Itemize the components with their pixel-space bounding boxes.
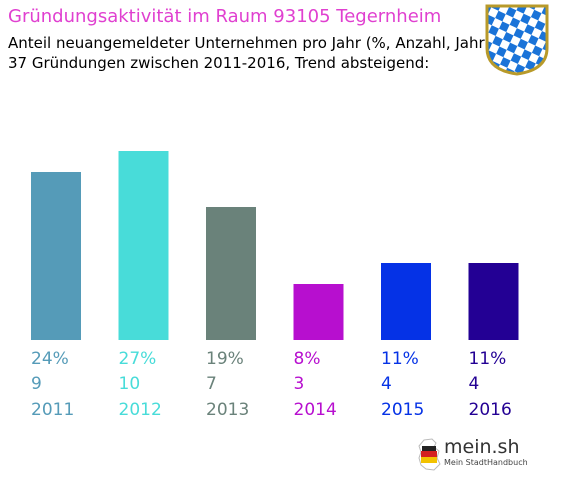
bar-2013 [206, 207, 256, 340]
count-label-2012: 10 [119, 374, 141, 394]
chart-subtitle: Anteil neuangemeldeter Unternehmen pro J… [8, 34, 491, 52]
count-label-2011: 9 [31, 374, 42, 394]
bar-2011 [31, 172, 81, 340]
germany-map-icon [418, 438, 441, 471]
year-label-2012: 2012 [119, 400, 162, 420]
count-label-2016: 4 [469, 374, 480, 394]
chart-summary: 37 Gründungen zwischen 2011-2016, Trend … [8, 54, 430, 72]
bar-2014 [293, 284, 344, 340]
count-label-2013: 7 [206, 374, 217, 394]
bar-2012 [118, 151, 169, 340]
year-label-2015: 2015 [381, 400, 424, 420]
chart-title: Gründungsaktivität im Raum 93105 Tegernh… [8, 6, 442, 27]
percent-label-2013: 19% [206, 349, 244, 369]
bar-2015 [381, 263, 431, 340]
percent-label-2012: 27% [119, 349, 157, 369]
year-label-2014: 2014 [294, 400, 337, 420]
percent-label-2015: 11% [381, 349, 419, 369]
count-label-2014: 3 [294, 374, 305, 394]
bar-2016 [468, 263, 519, 340]
year-label-2013: 2013 [206, 400, 249, 420]
logo-text: mein.sh [444, 436, 520, 458]
percent-label-2016: 11% [469, 349, 507, 369]
bavarian-lozenge-crest-icon [485, 4, 549, 76]
percent-label-2011: 24% [31, 349, 69, 369]
year-label-2016: 2016 [469, 400, 512, 420]
mein-sh-logo[interactable]: mein.sh Mein StadtHandbuch [414, 436, 534, 474]
year-label-2011: 2011 [31, 400, 74, 420]
percent-label-2014: 8% [294, 349, 321, 369]
logo-subtext: Mein StadtHandbuch [444, 458, 528, 467]
count-label-2015: 4 [381, 374, 392, 394]
